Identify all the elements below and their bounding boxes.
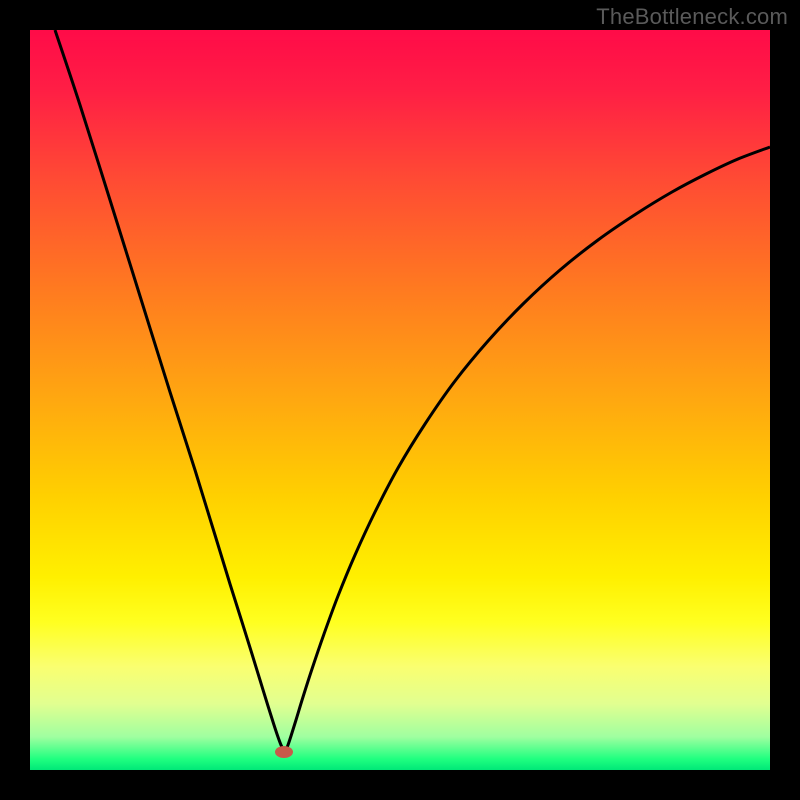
watermark-text: TheBottleneck.com <box>596 4 788 30</box>
bottleneck-chart <box>0 0 800 800</box>
optimum-marker <box>275 746 293 758</box>
gradient-background <box>30 30 770 770</box>
chart-container: TheBottleneck.com <box>0 0 800 800</box>
